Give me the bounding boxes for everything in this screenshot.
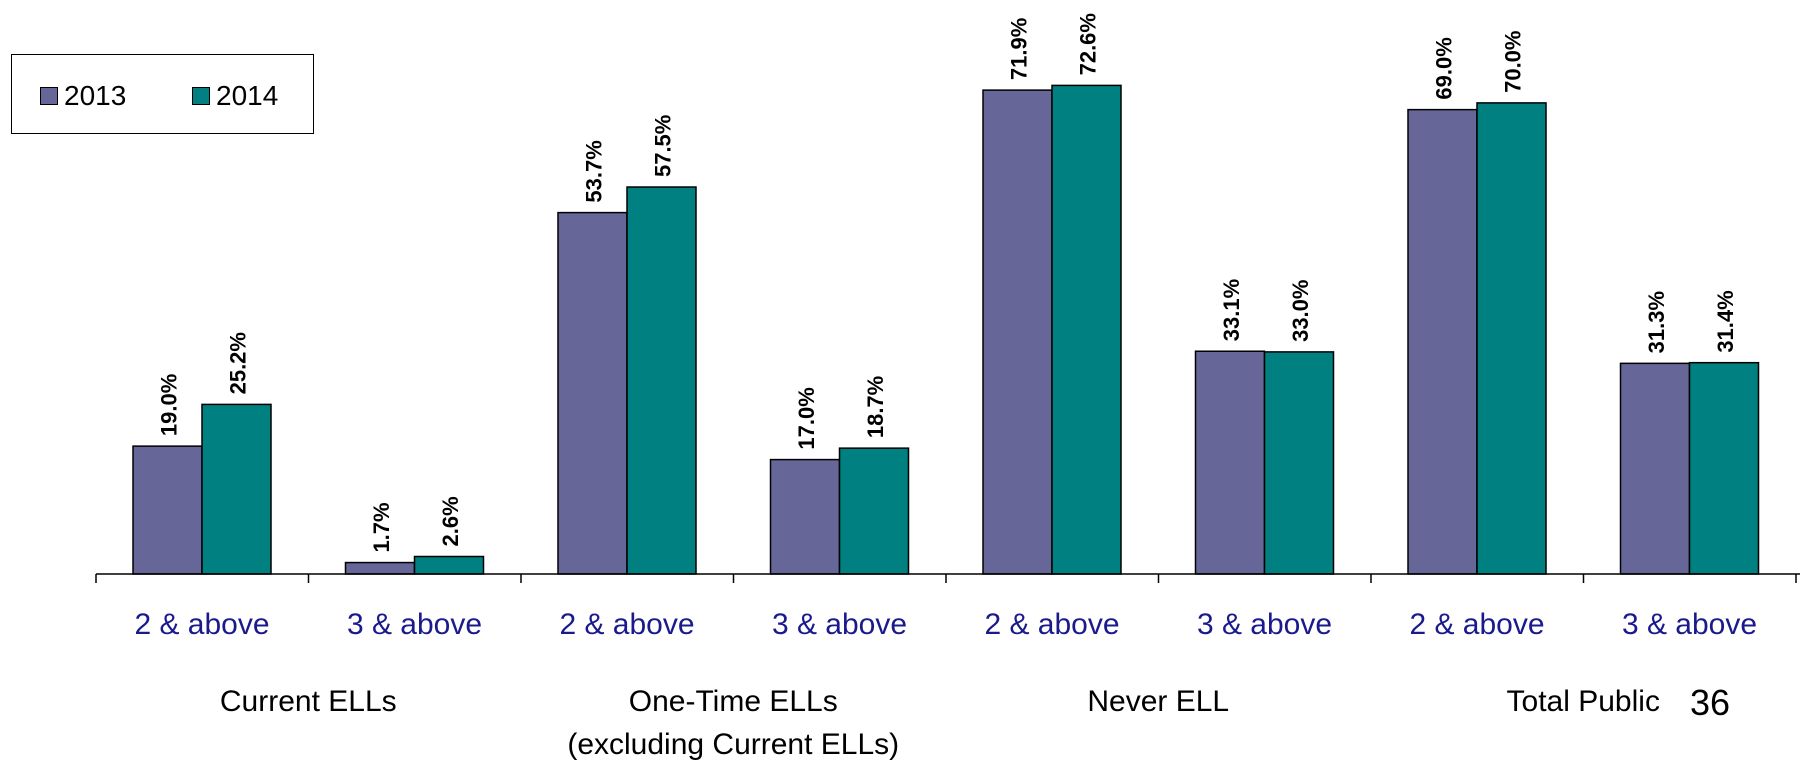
legend-item-2013: 2013 xyxy=(40,80,126,112)
data-label-2014-5: 72.6% xyxy=(1076,13,1101,75)
bar-2014-1 xyxy=(201,403,272,575)
group-label-4: Total Public xyxy=(1507,685,1660,718)
data-label-2013-5: 71.9% xyxy=(1007,18,1032,80)
tick-label-5: 2 & above xyxy=(984,608,1119,641)
bar-2013-1 xyxy=(132,445,203,575)
bar-2014-6 xyxy=(1263,351,1335,575)
data-label-2013-1: 19.0% xyxy=(157,374,182,436)
bar-2014-2 xyxy=(413,555,485,575)
bars-layer xyxy=(132,84,1760,575)
legend-label-2013: 2013 xyxy=(64,80,127,111)
tick-label-7: 2 & above xyxy=(1409,608,1544,641)
bar-2013-2 xyxy=(344,561,416,575)
tick-label-1: 2 & above xyxy=(134,608,269,641)
bar-2014-3 xyxy=(626,186,697,575)
bar-2014-4 xyxy=(838,447,910,575)
bar-2013-4 xyxy=(769,458,841,575)
legend-item-2014: 2014 xyxy=(192,80,278,112)
bar-2013-8 xyxy=(1619,362,1691,575)
data-label-2014-7: 70.0% xyxy=(1501,31,1526,93)
tick-label-3: 2 & above xyxy=(559,608,694,641)
data-label-2014-8: 31.4% xyxy=(1713,290,1738,352)
legend-swatch-2014 xyxy=(192,87,210,105)
data-label-2014-2: 2.6% xyxy=(438,496,463,546)
x-axis xyxy=(95,573,1800,583)
group-labels-layer: Current ELLs One-Time ELLs (excluding Curr… xyxy=(220,685,1660,761)
legend: 2013 2014 xyxy=(11,54,314,134)
legend-label-2014: 2014 xyxy=(216,80,279,111)
group-label-1: Current ELLs xyxy=(220,685,397,718)
bar-2014-7 xyxy=(1476,102,1547,575)
data-label-2013-6: 33.1% xyxy=(1219,279,1244,341)
data-labels-layer: 19.0% 25.2% 1.7% 2.6% 53.7% 57.5% 17.0% 18.7% 71… xyxy=(157,13,1739,553)
bar-2013-5 xyxy=(982,89,1053,575)
data-label-2014-4: 18.7% xyxy=(863,376,888,438)
group-label-3: Never ELL xyxy=(1087,685,1229,718)
data-label-2013-8: 31.3% xyxy=(1644,291,1669,353)
data-label-2013-7: 69.0% xyxy=(1432,37,1457,99)
bar-2013-3 xyxy=(557,211,628,575)
tick-label-6: 3 & above xyxy=(1197,608,1332,641)
bar-2013-6 xyxy=(1194,350,1266,575)
data-label-2014-6: 33.0% xyxy=(1288,280,1313,342)
bar-2014-8 xyxy=(1688,361,1760,575)
data-label-2013-4: 17.0% xyxy=(794,387,819,449)
tick-labels-layer: 2 & above 3 & above 2 & above 3 & above 2 & … xyxy=(134,608,1757,641)
page-number: 36 xyxy=(1690,682,1731,723)
bar-2014-5 xyxy=(1051,84,1122,575)
group-label-2: One-Time ELLs (excluding Current ELLs) xyxy=(567,685,899,761)
tick-label-4: 3 & above xyxy=(772,608,907,641)
data-label-2014-3: 57.5% xyxy=(651,115,676,177)
data-label-2014-1: 25.2% xyxy=(226,332,251,394)
tick-label-2: 3 & above xyxy=(347,608,482,641)
data-label-2013-2: 1.7% xyxy=(369,502,394,552)
legend-swatch-2013 xyxy=(40,87,58,105)
data-label-2013-3: 53.7% xyxy=(582,140,607,202)
tick-label-8: 3 & above xyxy=(1622,608,1757,641)
bar-2013-7 xyxy=(1407,108,1478,575)
